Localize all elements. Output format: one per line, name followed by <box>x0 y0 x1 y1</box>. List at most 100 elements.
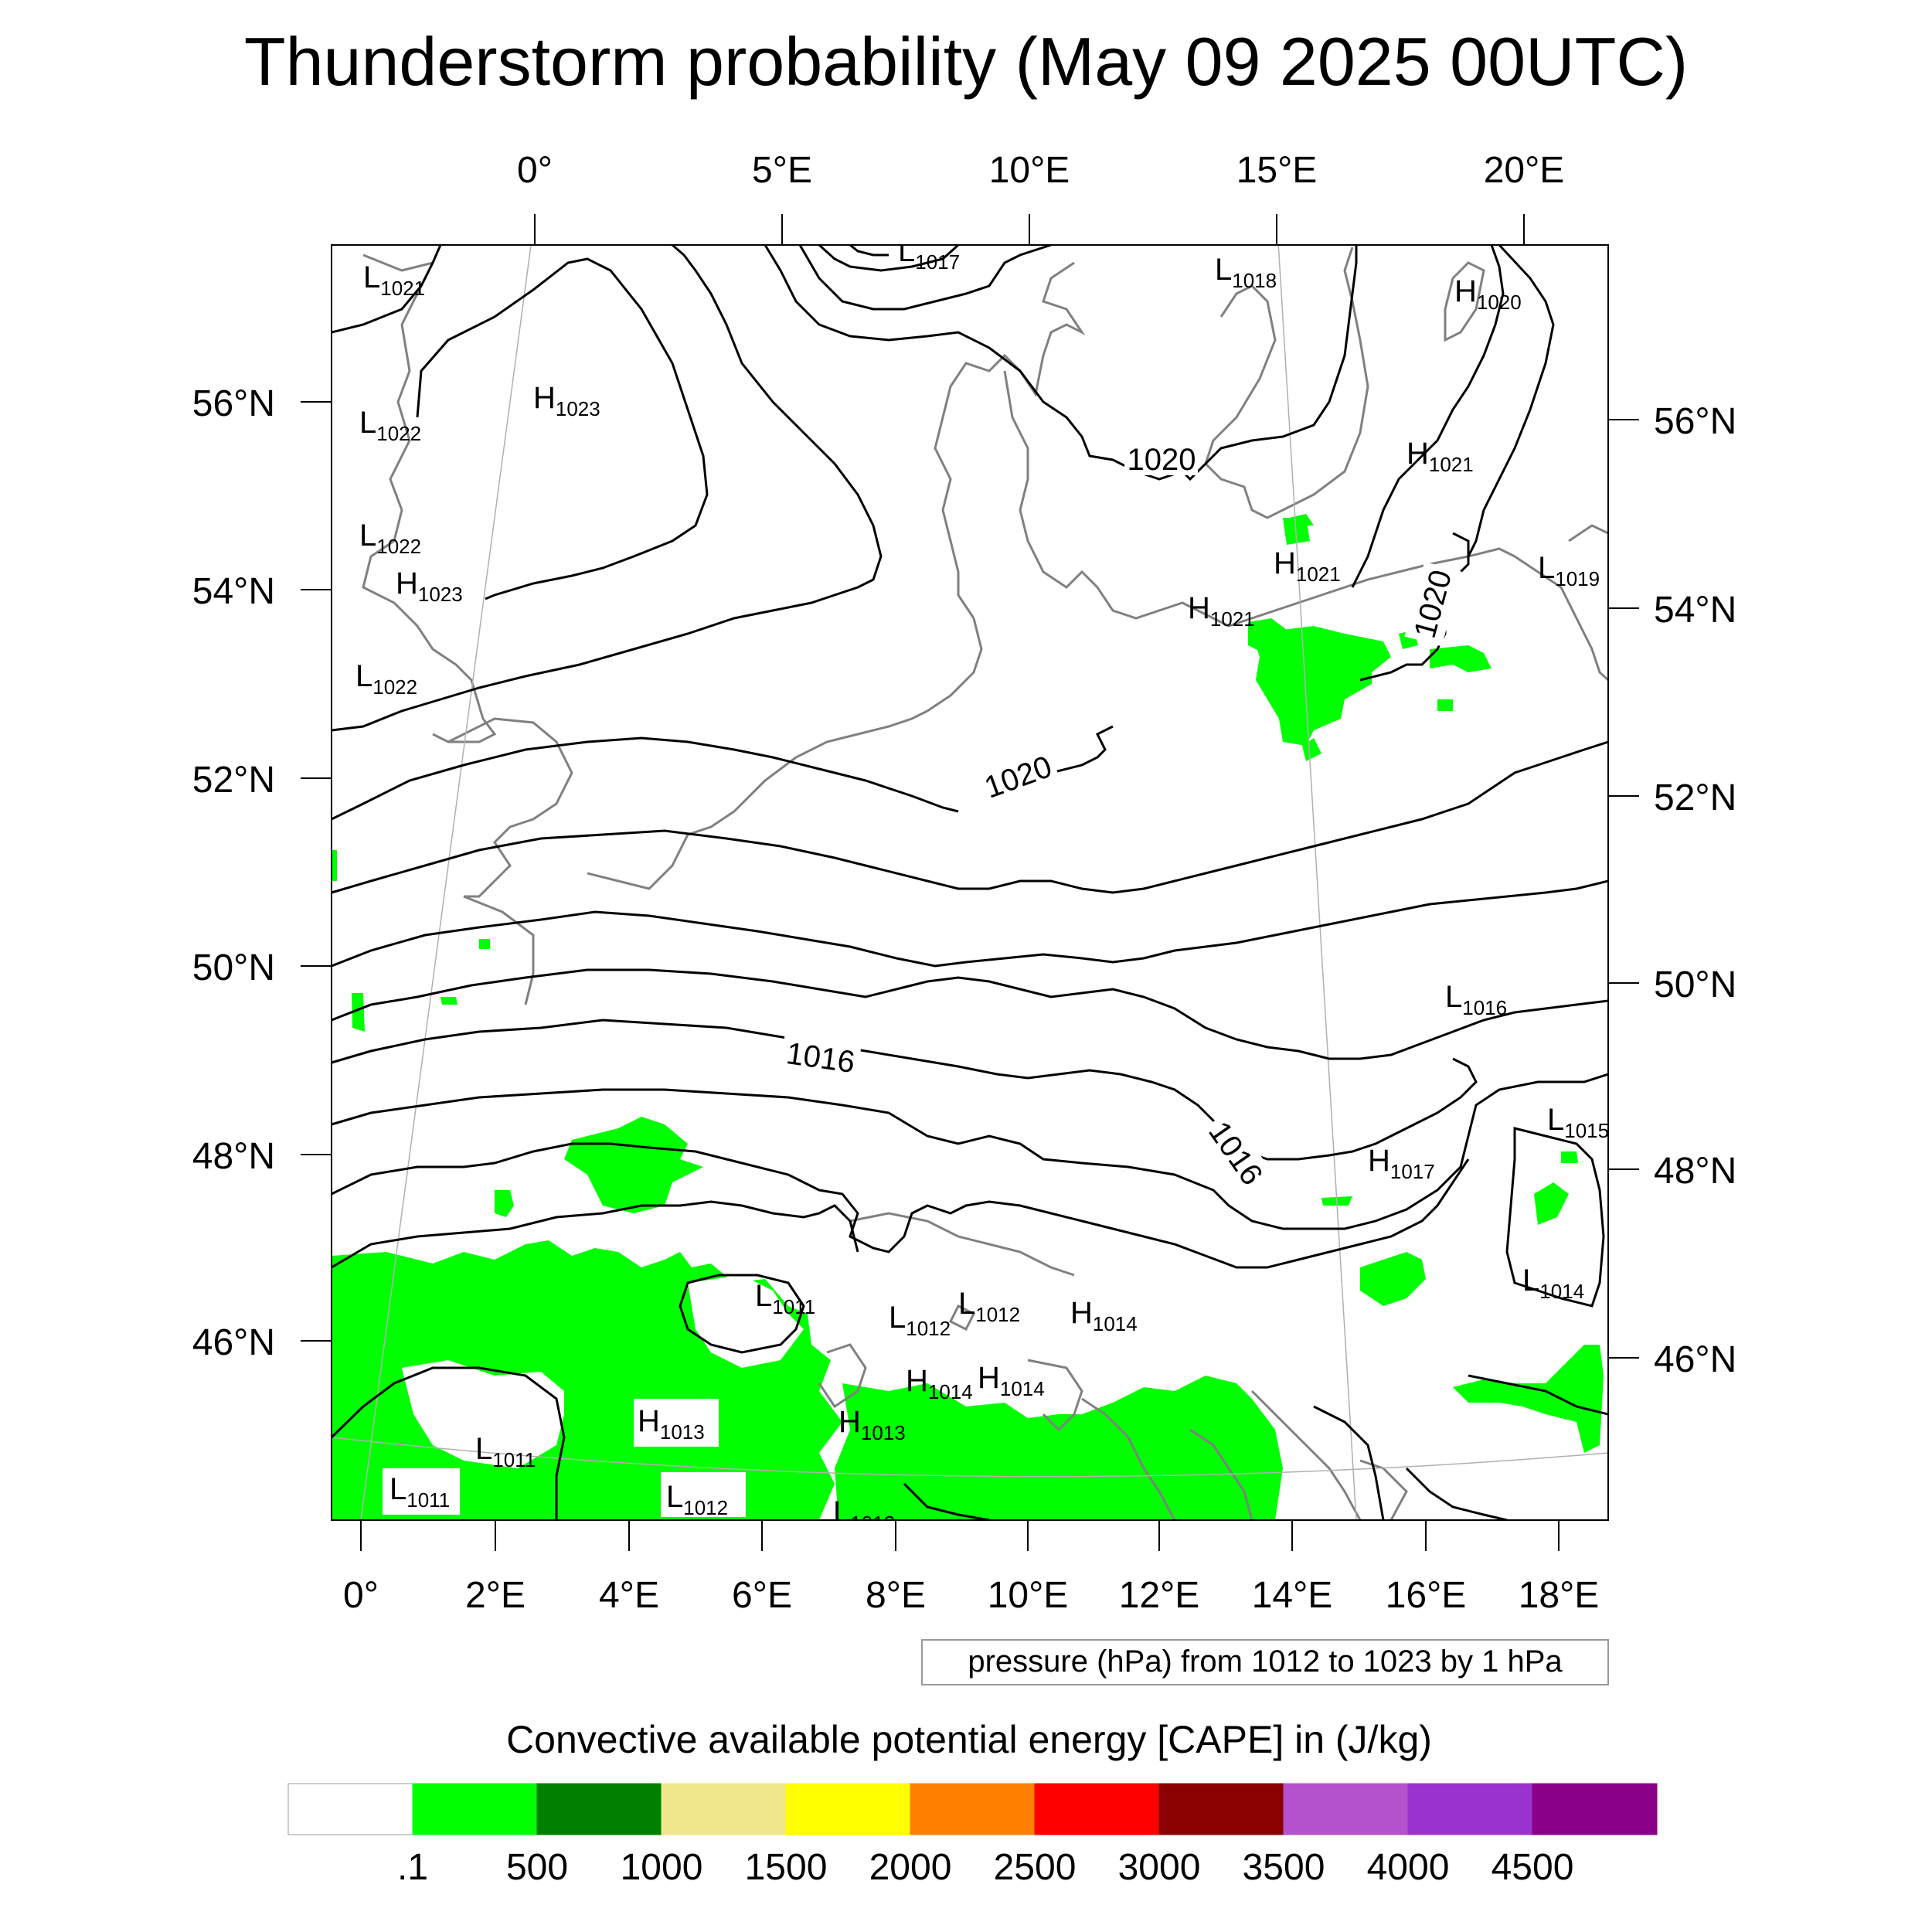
colorbar-tick-label: 1000 <box>621 1847 703 1888</box>
high-pressure-center: H1023 <box>396 566 463 606</box>
colorbar-swatch <box>1532 1783 1658 1835</box>
colorbar-swatch <box>1034 1783 1160 1835</box>
contour-info-box <box>921 1639 1609 1685</box>
pressure-center-label: H1023 <box>533 381 600 420</box>
lon-label: 14°E <box>1252 1575 1333 1616</box>
pressure-center-label: H1017 <box>1368 1144 1435 1183</box>
lat-label: 56°N <box>1654 401 1736 442</box>
pressure-center-label: L1012 <box>833 1495 895 1535</box>
colorbar-tick-label: 1500 <box>745 1847 828 1888</box>
high-pressure-center: H1013 <box>638 1404 705 1444</box>
low-pressure-center: L1016 <box>1445 980 1507 1019</box>
low-pressure-center: L1019 <box>1538 551 1600 590</box>
colorbar-tick-label: 3500 <box>1243 1847 1325 1888</box>
low-pressure-center: L1011 <box>389 1472 450 1512</box>
top-longitude-labels: 0° 5°E 10°E 15°E 20°E <box>517 150 1564 191</box>
high-pressure-center: H1014 <box>906 1364 973 1403</box>
lat-label: 52°N <box>1654 777 1736 818</box>
pressure-center-label: L1012 <box>666 1480 728 1519</box>
lon-label: 0° <box>343 1575 379 1616</box>
colorbar-swatch <box>287 1783 413 1835</box>
axis-ticks <box>301 214 1639 1551</box>
high-pressure-center: H1017 <box>1368 1144 1435 1183</box>
lat-label: 50°N <box>1654 964 1736 1005</box>
pressure-center-label: H1014 <box>1070 1296 1138 1335</box>
colorbar-tick-label: 2000 <box>869 1847 952 1888</box>
lat-label: 50°N <box>192 947 275 988</box>
colorbar-tick-label: 4500 <box>1492 1847 1574 1888</box>
low-pressure-center: L1012 <box>889 1301 951 1340</box>
lat-label: 46°N <box>192 1322 275 1363</box>
low-pressure-center: L1014 <box>1522 1264 1584 1303</box>
low-pressure-center: L1012 <box>833 1495 895 1535</box>
pressure-center-label: L1016 <box>1445 980 1507 1019</box>
right-latitude-labels: 56°N 54°N 52°N 50°N 48°N 46°N <box>1654 401 1736 1380</box>
pressure-center-label: L1012 <box>958 1287 1020 1326</box>
colorbar: .1 500 1000 1500 2000 2500 3000 3500 4000 4500 <box>287 1783 1658 1888</box>
lat-label: 54°N <box>192 571 275 612</box>
lon-label: 6°E <box>732 1575 792 1616</box>
low-pressure-center: L1021 <box>363 260 425 300</box>
pressure-center-label: L1021 <box>363 260 425 300</box>
colorbar-swatch <box>536 1783 662 1835</box>
pressure-center-label: H1014 <box>978 1361 1045 1400</box>
lat-label: 46°N <box>1654 1339 1736 1380</box>
high-pressure-center: H1020 <box>1454 274 1522 314</box>
lon-label: 0° <box>517 150 553 191</box>
lat-label: 56°N <box>192 383 275 424</box>
map-title: Thunderstorm probability (May 09 2025 00… <box>244 23 1688 100</box>
high-pressure-center: H1023 <box>533 381 600 420</box>
bottom-longitude-labels: 0° 2°E 4°E 6°E 8°E 10°E 12°E 14°E 16°E 1… <box>343 1575 1599 1616</box>
lon-label: 10°E <box>989 150 1070 191</box>
pressure-center-label: L1011 <box>389 1472 450 1512</box>
isobar-label: 1020 <box>1128 443 1196 477</box>
pressure-center-label: H1013 <box>838 1405 906 1444</box>
pressure-center-label: L1022 <box>355 659 417 699</box>
lon-label: 16°E <box>1386 1575 1467 1616</box>
colorbar-tick-label: 4000 <box>1367 1847 1450 1888</box>
pressure-center-label: L1018 <box>1215 253 1277 292</box>
colorbar-tick-label: 500 <box>506 1847 568 1888</box>
map-plot-area: 1020 1020 1020 1016 1016 L1021H1023L1022… <box>332 234 1609 1535</box>
lon-label: 20°E <box>1484 150 1565 191</box>
low-pressure-center: L1015 <box>1547 1103 1609 1142</box>
low-pressure-center: L1022 <box>359 519 421 558</box>
lat-label: 48°N <box>1654 1151 1736 1192</box>
isobars <box>332 245 1608 1520</box>
colorbar-tick-label: 3000 <box>1118 1847 1201 1888</box>
low-pressure-center: L1022 <box>355 659 417 699</box>
colorbar-swatch <box>661 1783 787 1835</box>
low-pressure-center: L1018 <box>1215 253 1277 292</box>
low-pressure-center: L1011 <box>755 1279 815 1318</box>
low-pressure-center: L1022 <box>359 406 421 445</box>
low-pressure-center: L1012 <box>958 1287 1020 1326</box>
pressure-center-label: L1011 <box>755 1279 815 1318</box>
lon-label: 18°E <box>1519 1575 1600 1616</box>
colorbar-swatch <box>1158 1783 1284 1835</box>
left-latitude-labels: 56°N 54°N 52°N 50°N 48°N 46°N <box>192 383 275 1363</box>
high-pressure-center: H1021 <box>1274 546 1341 586</box>
lon-label: 8°E <box>866 1575 926 1616</box>
pressure-center-label: L1015 <box>1547 1103 1609 1142</box>
high-pressure-center: H1013 <box>838 1405 906 1444</box>
high-pressure-center: H1014 <box>978 1361 1045 1400</box>
pressure-center-label: L1022 <box>359 406 421 445</box>
pressure-center-label: H1014 <box>906 1364 973 1403</box>
pressure-center-label: H1020 <box>1454 274 1522 314</box>
pressure-center-label: L1017 <box>898 234 960 274</box>
lon-label: 15°E <box>1236 150 1318 191</box>
low-pressure-center: L1011 <box>475 1432 536 1471</box>
pressure-center-label: L1011 <box>475 1432 536 1471</box>
colorbar-swatch <box>1407 1783 1533 1835</box>
pressure-center-label: L1022 <box>359 519 421 558</box>
pressure-center-label: H1021 <box>1274 546 1341 586</box>
plot-border <box>331 244 1609 1521</box>
colorbar-tick-label: 2500 <box>994 1847 1077 1888</box>
pressure-center-label: L1019 <box>1538 551 1600 590</box>
pressure-center-label: L1012 <box>889 1301 951 1340</box>
lat-label: 52°N <box>192 760 275 801</box>
colorbar-swatch <box>1283 1783 1409 1835</box>
low-pressure-center: L1012 <box>666 1480 728 1519</box>
lon-label: 2°E <box>465 1575 526 1616</box>
